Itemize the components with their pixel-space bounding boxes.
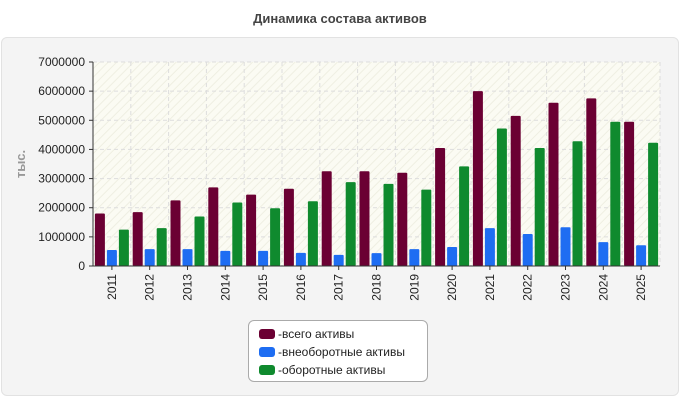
x-tick-labels: 2011 2012 2013 2014 2015 2016 2017 2018 2019 2020… (105, 266, 648, 301)
bar-total-2022 (510, 115, 521, 267)
x-tick-label: 2017 (332, 274, 346, 301)
bar-total-2019 (397, 172, 408, 266)
bar-current-2024 (610, 121, 621, 266)
legend-swatch-noncurrent (259, 347, 275, 357)
bar-noncurrent-2021 (484, 228, 495, 266)
x-tick-label: 2015 (256, 274, 270, 301)
y-tick-label: 3000000 (38, 172, 85, 186)
bar-current-2015 (270, 208, 281, 266)
y-tick-label: 4000000 (38, 142, 85, 156)
bar-total-2013 (170, 200, 181, 266)
x-tick-label: 2024 (596, 274, 610, 301)
x-tick-label: 2025 (634, 274, 648, 301)
bar-current-2019 (421, 189, 432, 266)
x-tick-label: 2014 (218, 274, 232, 301)
bar-current-2017 (345, 182, 356, 266)
bar-noncurrent-2017 (333, 254, 344, 266)
bar-noncurrent-2024 (598, 242, 609, 266)
x-tick-label: 2021 (483, 274, 497, 301)
bar-noncurrent-2015 (258, 250, 269, 266)
y-axis-label: тыс. (13, 150, 28, 178)
bar-total-2023 (548, 102, 559, 266)
bar-noncurrent-2023 (560, 227, 571, 266)
bar-current-2020 (459, 166, 470, 266)
bar-current-2014 (232, 202, 243, 266)
x-tick-label: 2019 (407, 274, 421, 301)
legend: - всего активы - внеоборотные активы - о… (248, 320, 428, 382)
bars (94, 91, 659, 267)
bar-total-2014 (208, 187, 219, 266)
y-tick-label: 5000000 (38, 113, 85, 127)
bar-noncurrent-2019 (409, 249, 420, 266)
y-tick-label: 6000000 (38, 84, 85, 98)
bar-current-2023 (572, 141, 583, 266)
legend-item-current: - оборотные активы (259, 361, 427, 379)
legend-swatch-total (259, 329, 275, 339)
bar-total-2016 (283, 188, 294, 266)
bar-current-2011 (118, 229, 129, 266)
grid-lines (92, 61, 661, 266)
bar-noncurrent-2016 (295, 252, 306, 266)
bar-total-2024 (586, 98, 597, 266)
legend-swatch-current (259, 365, 275, 375)
bar-total-2015 (246, 194, 257, 266)
y-tick-label: 2000000 (38, 201, 85, 215)
x-tick-label: 2016 (294, 274, 308, 301)
bar-noncurrent-2014 (220, 250, 231, 266)
legend-label-total: всего активы (282, 327, 355, 341)
bar-total-2017 (321, 171, 332, 266)
bar-current-2013 (194, 216, 205, 266)
bar-current-2012 (156, 228, 167, 266)
bar-total-2021 (472, 91, 483, 267)
bar-current-2025 (648, 142, 659, 266)
bar-current-2016 (307, 201, 318, 266)
bar-noncurrent-2013 (182, 249, 193, 266)
x-tick-label: 2012 (143, 274, 157, 301)
bar-total-2025 (624, 121, 635, 266)
bar-total-2018 (359, 171, 370, 266)
bar-noncurrent-2022 (522, 233, 533, 266)
bar-current-2022 (534, 147, 545, 266)
x-tick-label: 2011 (105, 274, 119, 300)
y-tick-labels: 0 1000000 2000000 3000000 4000000 5000000 6000… (38, 55, 93, 273)
chart-title: Динамика состава активов (253, 11, 427, 26)
x-tick-label: 2020 (445, 274, 459, 301)
bar-total-2012 (132, 212, 143, 266)
x-tick-label: 2023 (559, 274, 573, 301)
y-tick-label: 0 (78, 259, 85, 273)
y-tick-label: 1000000 (38, 230, 85, 244)
bar-noncurrent-2011 (106, 249, 117, 266)
bar-noncurrent-2025 (636, 245, 647, 266)
bar-noncurrent-2020 (447, 247, 458, 266)
x-tick-label: 2022 (521, 274, 535, 301)
bar-current-2021 (496, 128, 507, 266)
legend-label-noncurrent: внеоборотные активы (282, 345, 405, 359)
y-tick-label: 7000000 (38, 55, 85, 69)
x-tick-label: 2013 (181, 274, 195, 301)
legend-item-total: - всего активы (259, 325, 427, 343)
bar-current-2018 (383, 183, 394, 266)
bar-noncurrent-2012 (144, 249, 155, 266)
bar-chart: 0 1000000 2000000 3000000 4000000 5000000 6000… (13, 55, 661, 301)
bar-noncurrent-2018 (371, 253, 382, 266)
x-tick-label: 2018 (370, 274, 384, 301)
bar-total-2011 (94, 213, 105, 266)
legend-item-noncurrent: - внеоборотные активы (259, 343, 427, 361)
bar-total-2020 (435, 147, 446, 266)
legend-label-current: оборотные активы (282, 363, 386, 377)
